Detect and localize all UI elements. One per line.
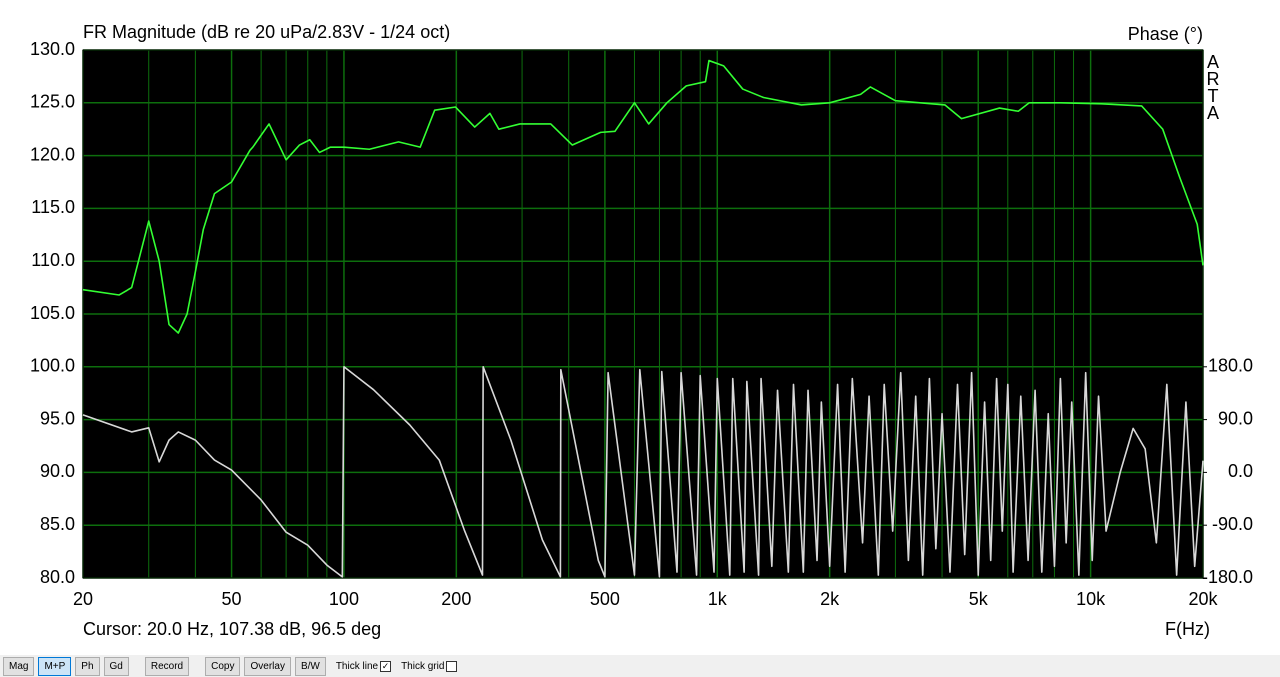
- chart: FR Magnitude (dB re 20 uPa/2.83V - 1/24 …: [30, 22, 1253, 639]
- y2-tick-label: -90.0: [1212, 514, 1253, 534]
- checkbox-label: Thick line: [335, 660, 379, 672]
- chart-title: FR Magnitude (dB re 20 uPa/2.83V - 1/24 …: [83, 22, 450, 42]
- y-tick-label: 85.0: [40, 514, 75, 534]
- y2-tick-label: 180.0: [1208, 356, 1253, 376]
- x-tick-label: 200: [441, 589, 471, 609]
- checkbox[interactable]: Thick line ✓: [335, 660, 392, 672]
- toolbar: Mag M+P Ph Gd Record Copy Overlay B/W Thick line…: [0, 655, 1280, 677]
- checkbox[interactable]: Thick grid: [401, 660, 458, 672]
- y-tick-label: 130.0: [30, 39, 75, 59]
- y2-axis-label: Phase (°): [1128, 24, 1203, 44]
- toolbar-button[interactable]: Gd: [103, 656, 129, 676]
- toolbar-button[interactable]: Mag: [3, 656, 35, 676]
- y-tick-label: 90.0: [40, 461, 75, 481]
- x-tick-label: 1k: [708, 589, 728, 609]
- y2-tick-label: -180.0: [1202, 567, 1253, 587]
- toolbar-button[interactable]: Overlay: [244, 656, 291, 676]
- y2-tick-label: 90.0: [1218, 408, 1253, 428]
- toolbar-button[interactable]: Ph: [75, 656, 100, 676]
- plot-frame: [82, 49, 1204, 579]
- y2-tick-label: 0.0: [1228, 461, 1253, 481]
- x-tick-label: 20k: [1188, 589, 1218, 609]
- x-tick-label: 2k: [820, 589, 840, 609]
- y-tick-label: 95.0: [40, 408, 75, 428]
- checkbox-box[interactable]: [446, 660, 458, 672]
- toolbar-button[interactable]: M+P: [38, 656, 72, 676]
- y-tick-label: 80.0: [40, 567, 75, 587]
- checkbox-label: Thick grid: [401, 660, 445, 672]
- checkbox-box[interactable]: ✓: [380, 660, 392, 672]
- x-tick-label: 50: [222, 589, 242, 609]
- series-line: [82, 366, 1204, 578]
- x-axis-label: F(Hz): [1165, 619, 1210, 639]
- y-tick-label: 115.0: [31, 197, 75, 217]
- toolbar-button[interactable]: Record: [144, 656, 190, 676]
- x-tick-label: 10k: [1076, 589, 1106, 609]
- cursor-readout: Cursor: 20.0 Hz, 107.38 dB, 96.5 deg: [83, 619, 381, 639]
- toolbar-button[interactable]: Copy: [205, 656, 241, 676]
- y-tick-label: 100.0: [30, 356, 75, 376]
- x-tick-label: 500: [590, 589, 620, 609]
- y-tick-label: 105.0: [30, 303, 75, 323]
- grid: [82, 49, 1204, 579]
- y-tick-label: 120.0: [30, 144, 75, 164]
- x-tick-label: 20: [73, 589, 93, 609]
- y-tick-label: 110.0: [31, 250, 75, 270]
- x-tick-label: 5k: [969, 589, 989, 609]
- toolbar-button[interactable]: B/W: [294, 656, 326, 676]
- series-line: [82, 59, 1204, 334]
- watermark: ARTA: [1203, 52, 1223, 120]
- y-tick-label: 125.0: [30, 92, 75, 112]
- x-tick-label: 100: [329, 589, 359, 609]
